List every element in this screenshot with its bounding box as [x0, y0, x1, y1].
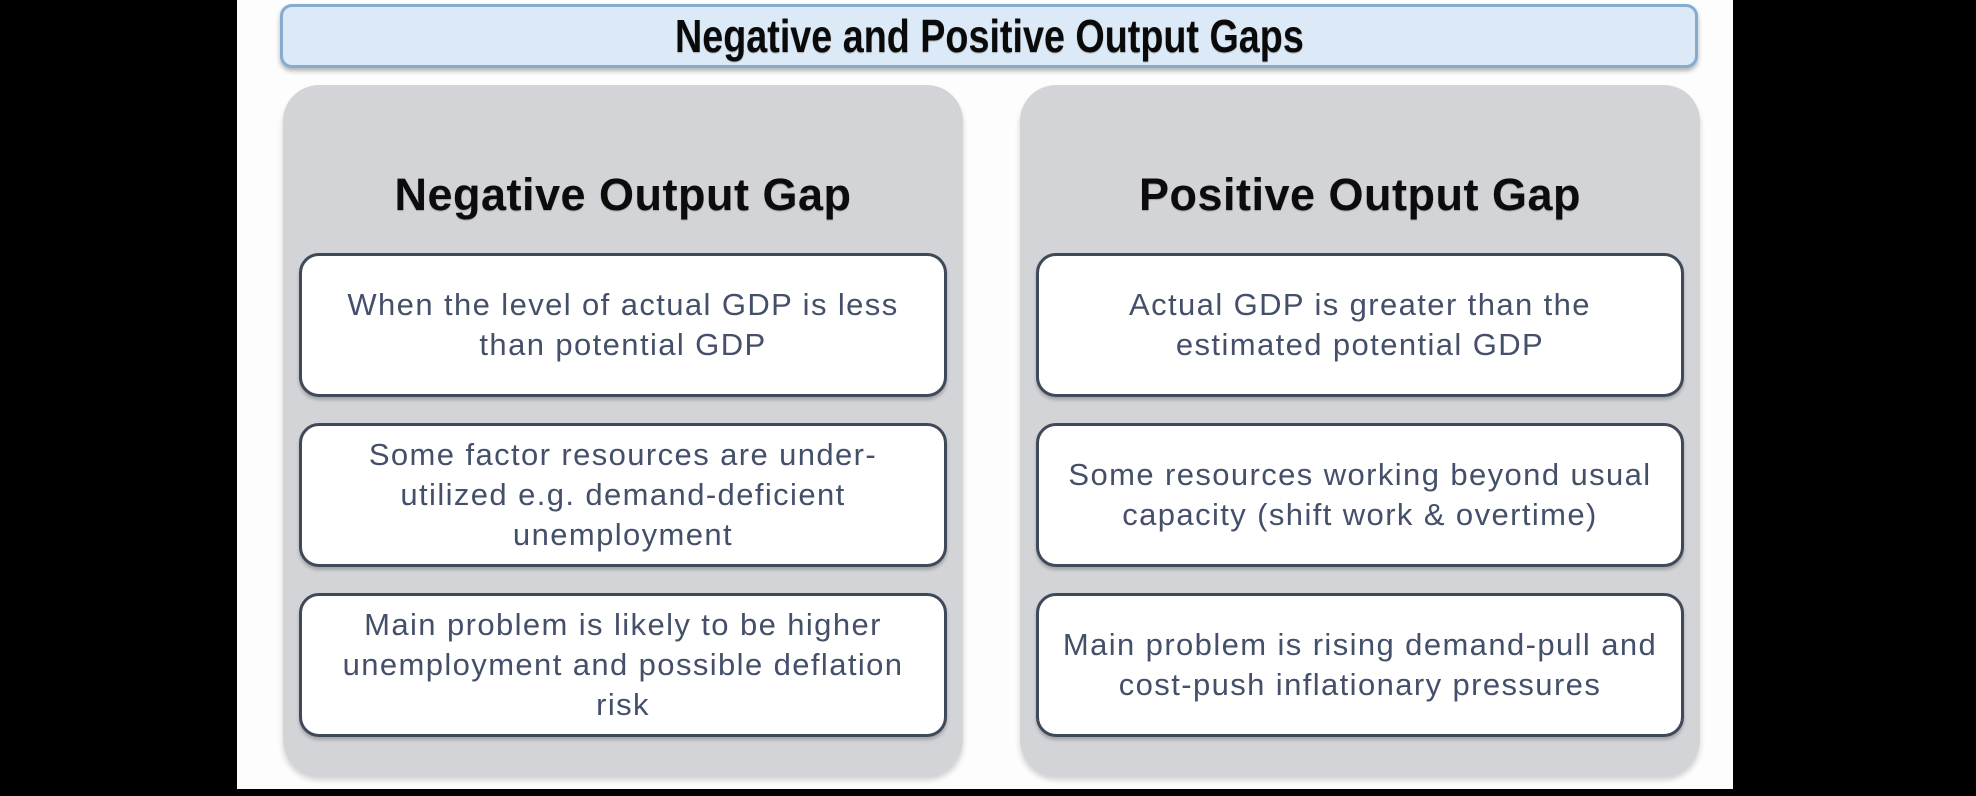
card-text: Some resources working beyond usual capa…: [1068, 457, 1652, 532]
panel-negative-output-gap: Negative Output Gap When the level of ac…: [283, 85, 963, 775]
info-card: Some factor resources are under-utilized…: [299, 423, 947, 567]
slide-canvas: Negative and Positive Output Gaps Negati…: [237, 0, 1733, 789]
info-card: Main problem is likely to be higher unem…: [299, 593, 947, 737]
info-card: Actual GDP is greater than the estimated…: [1036, 253, 1684, 397]
card-text: Actual GDP is greater than the estimated…: [1129, 287, 1591, 362]
card-list-positive: Actual GDP is greater than the estimated…: [1020, 253, 1700, 737]
info-card: Some resources working beyond usual capa…: [1036, 423, 1684, 567]
card-text: When the level of actual GDP is less tha…: [347, 287, 899, 362]
columns-container: Negative Output Gap When the level of ac…: [237, 85, 1733, 775]
panel-heading-positive: Positive Output Gap: [1138, 169, 1582, 220]
card-text: Main problem is rising demand-pull and c…: [1062, 627, 1658, 702]
card-list-negative: When the level of actual GDP is less tha…: [283, 253, 963, 737]
card-text: Some factor resources are under-utilized…: [368, 437, 878, 552]
info-card: When the level of actual GDP is less tha…: [299, 253, 947, 397]
panel-positive-output-gap: Positive Output Gap Actual GDP is greate…: [1020, 85, 1700, 775]
slide-title-banner: Negative and Positive Output Gaps: [280, 4, 1698, 68]
info-card: Main problem is rising demand-pull and c…: [1036, 593, 1684, 737]
card-text: Main problem is likely to be higher unem…: [342, 607, 904, 722]
slide-title: Negative and Positive Output Gaps: [674, 10, 1304, 62]
panel-heading-negative: Negative Output Gap: [394, 169, 852, 220]
